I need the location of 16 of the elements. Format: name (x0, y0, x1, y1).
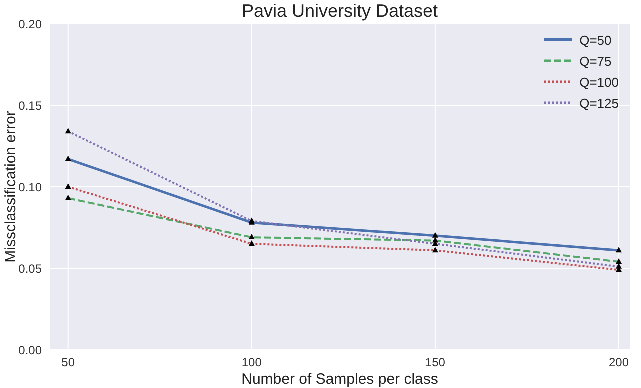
chart-title: Pavia University Dataset (240, 1, 440, 22)
y-tick-label: 0.05 (18, 262, 42, 276)
y-axis-title: Missclassification error (2, 111, 20, 263)
y-tick-label: 0.15 (18, 98, 42, 113)
legend-label: Q=75 (580, 54, 612, 68)
legend-label: Q=100 (580, 74, 619, 90)
legend-label: Q=50 (580, 32, 612, 48)
x-tick-label: 100 (242, 356, 262, 370)
x-tick-label: 50 (62, 356, 76, 370)
y-tick-label: 0.00 (18, 343, 42, 358)
x-tick-label: 200 (608, 356, 630, 370)
x-tick-label: 150 (425, 356, 446, 370)
y-tick-label: 0.10 (18, 180, 42, 194)
y-tick-label: 0.20 (18, 17, 42, 32)
x-axis-title: Number of Samples per class (242, 371, 438, 388)
legend-label: Q=125 (580, 96, 619, 110)
